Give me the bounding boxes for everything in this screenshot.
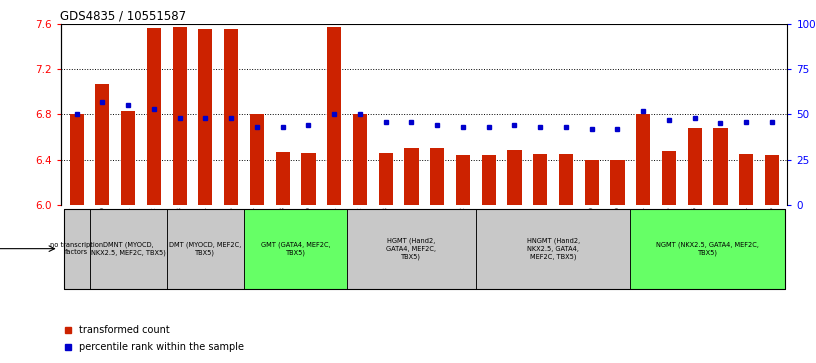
Bar [533,154,548,205]
Bar [765,155,779,205]
Bar [353,114,367,205]
Text: NGMT (NKX2.5, GATA4, MEF2C,
TBX5): NGMT (NKX2.5, GATA4, MEF2C, TBX5) [656,241,759,256]
Text: DMNT (MYOCD,
NKX2.5, MEF2C, TBX5): DMNT (MYOCD, NKX2.5, MEF2C, TBX5) [91,241,166,256]
Bar [327,27,341,205]
Bar [147,28,161,205]
Bar [456,155,470,205]
Bar [250,114,264,205]
Bar [166,209,244,289]
Bar [379,153,392,205]
Text: transformed count: transformed count [79,325,170,335]
Bar [636,114,650,205]
Bar [476,209,630,289]
Bar [662,151,676,205]
Bar [64,209,90,289]
Bar [90,209,166,289]
Bar [559,154,573,205]
Text: percentile rank within the sample: percentile rank within the sample [79,342,244,352]
Bar [198,29,212,205]
Text: no transcription
factors: no transcription factors [50,242,103,256]
Text: GDS4835 / 10551587: GDS4835 / 10551587 [60,9,187,23]
Text: DMT (MYOCD, MEF2C,
TBX5): DMT (MYOCD, MEF2C, TBX5) [169,241,242,256]
Bar [739,154,753,205]
Bar [244,209,347,289]
Text: GMT (GATA4, MEF2C,
TBX5): GMT (GATA4, MEF2C, TBX5) [261,241,330,256]
Bar [481,155,496,205]
Bar [224,29,238,205]
Text: HNGMT (Hand2,
NKX2.5, GATA4,
MEF2C, TBX5): HNGMT (Hand2, NKX2.5, GATA4, MEF2C, TBX5… [526,238,579,260]
Bar [172,27,187,205]
Bar [347,209,476,289]
Bar [69,114,84,205]
Bar [276,152,290,205]
Bar [508,150,521,205]
Bar [301,153,316,205]
Bar [405,148,419,205]
Bar [688,128,702,205]
Bar [713,128,728,205]
Bar [430,148,444,205]
Bar [630,209,785,289]
Bar [584,160,599,205]
Bar [610,160,624,205]
Bar [95,84,109,205]
Text: HGMT (Hand2,
GATA4, MEF2C,
TBX5): HGMT (Hand2, GATA4, MEF2C, TBX5) [387,238,437,260]
Bar [121,111,135,205]
